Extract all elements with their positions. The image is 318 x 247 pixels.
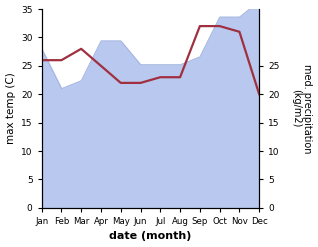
X-axis label: date (month): date (month) bbox=[109, 231, 192, 242]
Y-axis label: med. precipitation
(kg/m2): med. precipitation (kg/m2) bbox=[291, 64, 313, 153]
Y-axis label: max temp (C): max temp (C) bbox=[5, 73, 16, 144]
